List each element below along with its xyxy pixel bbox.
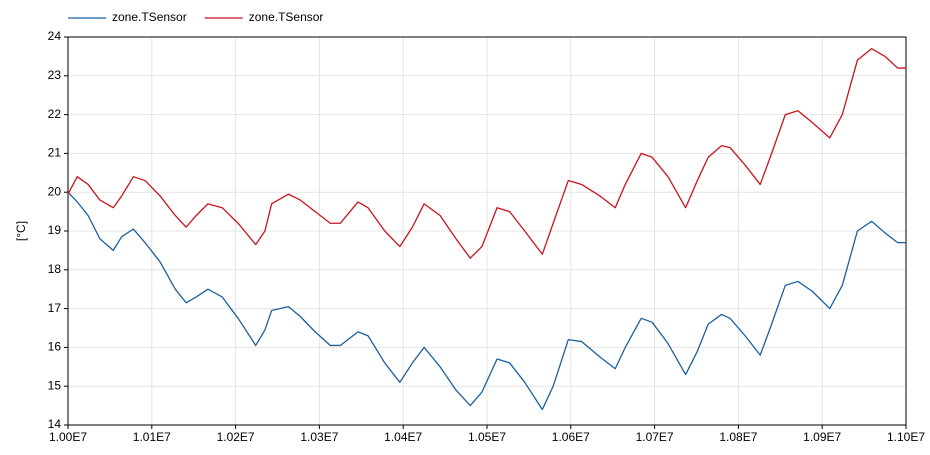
y-tick-label: 19: [48, 223, 62, 237]
x-tick-label: 1.02E7: [217, 430, 255, 444]
x-tick-label: 1.10E7: [887, 430, 925, 444]
legend-label: zone.TSensor: [112, 10, 187, 24]
x-tick-label: 1.05E7: [468, 430, 506, 444]
x-tick-label: 1.01E7: [133, 430, 171, 444]
y-tick-label: 15: [48, 378, 62, 392]
x-tick-label: 1.08E7: [719, 430, 757, 444]
y-tick-label: 22: [48, 107, 62, 121]
x-tick-label: 1.00E7: [49, 430, 87, 444]
series-line: [67, 191, 906, 411]
y-tick-label: 14: [48, 417, 62, 431]
y-tick-label: 20: [48, 184, 62, 198]
series-line: [67, 47, 906, 259]
x-tick-label: 1.03E7: [300, 430, 338, 444]
y-tick-label: 16: [48, 340, 62, 354]
x-tick-label: 1.04E7: [384, 430, 422, 444]
y-axis-label: [°C]: [14, 221, 28, 241]
x-tick-label: 1.09E7: [803, 430, 841, 444]
plot-frame: [67, 36, 907, 426]
y-tick-label: 18: [48, 262, 62, 276]
y-tick-label: 17: [48, 301, 62, 315]
y-tick-label: 21: [48, 146, 62, 160]
x-tick-label: 1.07E7: [636, 430, 674, 444]
y-tick-label: 24: [48, 29, 62, 43]
y-tick-label: 23: [48, 68, 62, 82]
legend-label: zone.TSensor: [249, 10, 324, 24]
x-tick-label: 1.06E7: [552, 430, 590, 444]
